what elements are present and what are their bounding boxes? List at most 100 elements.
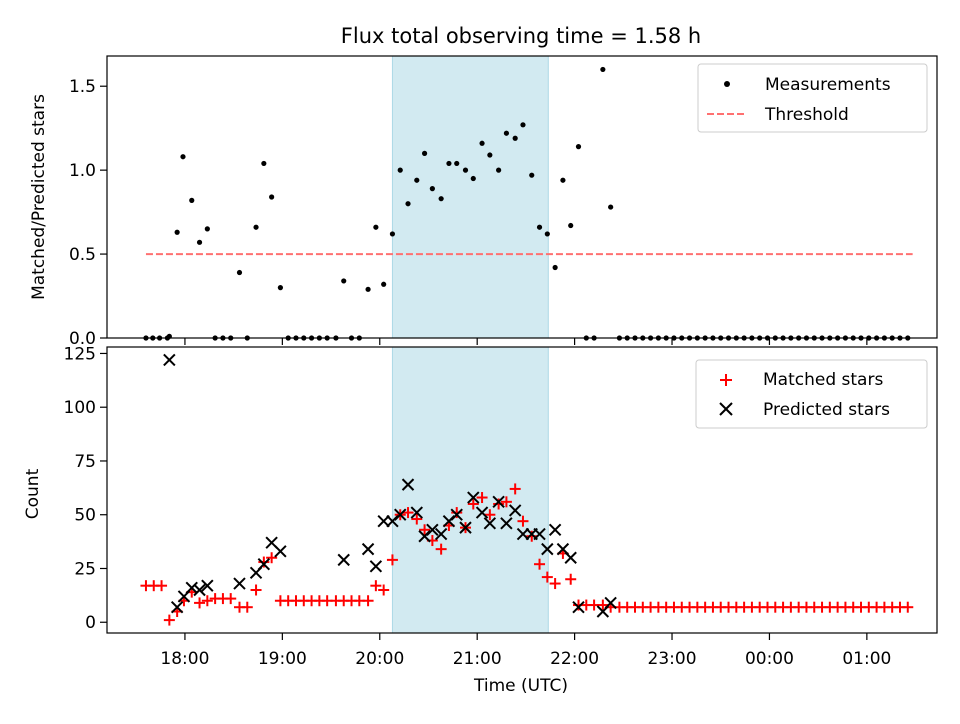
measurement-point — [174, 229, 180, 235]
measurement-point — [520, 122, 526, 128]
top-ytick-label: 0.5 — [69, 245, 96, 265]
xtick-label: 20:00 — [355, 649, 404, 669]
matched-star-point — [549, 578, 561, 590]
predicted-star-point — [426, 523, 439, 536]
matched-star-point — [402, 507, 414, 519]
legend-matched-marker — [720, 374, 732, 386]
xtick-label: 23:00 — [648, 649, 697, 669]
measurement-point — [575, 144, 582, 150]
matched-star-point — [225, 593, 237, 605]
bottom-shaded-interval — [391, 346, 549, 634]
measurement-point — [381, 281, 387, 287]
predicted-star-point — [450, 508, 463, 521]
top-plot-frame — [106, 55, 938, 339]
matched-star-point — [493, 498, 505, 510]
predicted-star-point — [533, 527, 546, 541]
measurement-point — [503, 130, 510, 136]
measurement-point — [389, 231, 396, 237]
predicted-star-point — [492, 495, 505, 509]
bottom-ytick-label: 50 — [74, 506, 96, 526]
predicted-star-point — [193, 583, 206, 597]
matched-star-point — [250, 584, 262, 596]
top-legend: Measurements Threshold — [697, 63, 928, 133]
measurement-point — [405, 201, 411, 207]
top-axes: 0.0 0.5 1.0 1.5 Matched/Predicted stars Mea… — [29, 55, 938, 349]
predicted-star-point — [337, 553, 350, 567]
measurement-point — [568, 222, 574, 229]
matched-star-point — [156, 580, 168, 592]
measurement-point — [261, 160, 267, 167]
predicted-star-point — [564, 551, 577, 564]
matched-star-point — [484, 509, 496, 521]
measurement-point — [421, 150, 428, 156]
measurement-point — [277, 285, 284, 291]
matched-star-point — [362, 595, 374, 607]
predicted-star-point — [369, 560, 383, 573]
matched-star-point — [500, 496, 512, 508]
matched-star-point — [435, 543, 447, 555]
bottom-plot-frame — [106, 346, 938, 634]
matched-star-point — [534, 558, 546, 570]
xtick-label: 21:00 — [453, 649, 502, 669]
predicted-star-point — [572, 600, 585, 614]
xtick-label: 22:00 — [550, 649, 599, 669]
xtick-label: 18:00 — [160, 649, 209, 669]
matched-star-point — [517, 515, 529, 527]
legend-threshold-label: Threshold — [764, 105, 849, 125]
measurement-point — [196, 239, 203, 245]
legend-predicted-marker — [719, 402, 733, 416]
predicted-star-point — [467, 491, 480, 504]
bottom-axes: 0 25 50 75 100 125 18:00 19:00 20:00 21:00 22:00 2… — [23, 344, 938, 696]
top-ytick-label: 1.0 — [69, 161, 96, 181]
predicted-star-point — [394, 508, 407, 521]
measurement-point — [373, 224, 379, 230]
measurement-point — [496, 167, 502, 173]
xtick-label: 19:00 — [258, 649, 307, 669]
measurement-point — [529, 172, 535, 178]
measurement-point — [414, 177, 420, 183]
matched-star-point — [378, 584, 390, 596]
matched-star-point — [509, 483, 521, 495]
measurement-point — [204, 226, 210, 232]
predicted-star-point — [434, 527, 448, 541]
top-shaded-interval — [391, 55, 549, 339]
bottom-legend: Matched stars Predicted stars — [695, 359, 928, 429]
x-axis-label: Time (UTC) — [473, 676, 568, 696]
predicted-star-point — [604, 596, 617, 610]
predicted-star-point — [508, 504, 522, 517]
predicted-star-point — [475, 506, 489, 519]
measurement-point — [253, 224, 259, 230]
measurement-point — [560, 177, 566, 183]
legend-measurements-marker — [724, 81, 730, 87]
measurement-point — [608, 204, 614, 210]
matched-star-point — [370, 580, 382, 592]
xtick-label: 01:00 — [842, 649, 891, 669]
measurement-point — [544, 231, 550, 237]
matched-star-point — [241, 601, 253, 613]
matched-star-point — [902, 601, 914, 613]
predicted-star-point — [185, 581, 198, 595]
measurement-point — [438, 196, 444, 202]
matched-star-point — [467, 498, 479, 510]
measurement-point — [487, 152, 493, 158]
predicted-star-point — [541, 542, 554, 556]
bottom-ytick-label: 0 — [85, 613, 96, 633]
measurement-point — [470, 175, 476, 182]
predicted-star-point — [516, 527, 530, 541]
measurement-point — [180, 154, 186, 160]
matched-star-point — [541, 571, 553, 583]
measurement-point — [454, 160, 460, 167]
legend-predicted-label: Predicted stars — [763, 400, 890, 420]
matched-star-point — [526, 530, 538, 542]
bottom-ytick-label: 75 — [74, 452, 96, 472]
predicted-star-point — [233, 577, 246, 590]
bottom-ytick-label: 25 — [74, 559, 96, 579]
bottom-y-axis-label: Count — [23, 468, 43, 519]
predicted-star-point — [500, 517, 513, 530]
matched-star-point — [565, 573, 577, 585]
measurement-point — [479, 140, 485, 146]
predicted-star-point — [274, 545, 287, 558]
matched-star-point — [258, 556, 270, 568]
measurement-point — [446, 160, 452, 167]
measurement-point — [341, 278, 347, 284]
